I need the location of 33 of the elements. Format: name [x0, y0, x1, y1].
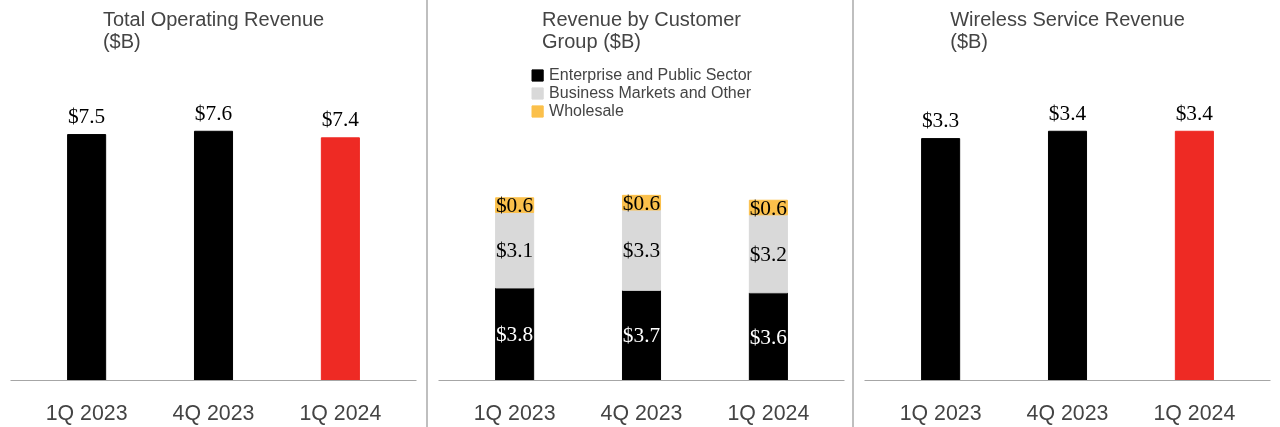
data-label: $3.7 [622, 323, 661, 348]
data-label: $3.3 [622, 238, 661, 263]
data-label: $0.6 [749, 195, 788, 220]
x-tick-label: 1Q 2024 [727, 400, 810, 425]
data-label: $3.2 [749, 241, 788, 266]
data-label: $0.6 [495, 193, 534, 218]
chart-title: Wireless Service Revenue ($B) [950, 7, 1185, 52]
chart-title: Revenue by Customer Group ($B) [542, 7, 742, 52]
data-label: $3.1 [495, 238, 534, 263]
x-tick-label: 1Q 2024 [1153, 400, 1236, 425]
data-label: $7.5 [67, 104, 106, 129]
data-label: $3.8 [495, 322, 534, 347]
bar [621, 289, 662, 381]
bar [495, 287, 535, 381]
x-tick-label: 4Q 2023 [600, 400, 683, 425]
data-label: $3.3 [921, 108, 960, 133]
x-tick-label: 4Q 2023 [172, 400, 255, 425]
data-label: $0.6 [622, 190, 661, 215]
x-tick-label: 1Q 2023 [473, 400, 556, 425]
chart-title: Total Operating Revenue ($B) [102, 7, 325, 52]
x-tick-label: 4Q 2023 [1026, 400, 1109, 425]
x-tick-label: 1Q 2024 [299, 400, 382, 425]
data-label: $7.6 [194, 100, 233, 125]
legend-label: Business Markets and Other [549, 84, 751, 102]
data-label: $7.4 [321, 107, 360, 132]
bar [748, 292, 788, 381]
legend-label: Wholesale [549, 102, 624, 120]
legend-label: Enterprise and Public Sector [549, 66, 752, 84]
x-tick-label: 1Q 2023 [45, 400, 128, 425]
data-label: $3.6 [749, 324, 788, 349]
data-label: $3.4 [1175, 100, 1214, 125]
x-tick-label: 1Q 2023 [899, 400, 982, 425]
data-label: $3.4 [1048, 100, 1087, 125]
